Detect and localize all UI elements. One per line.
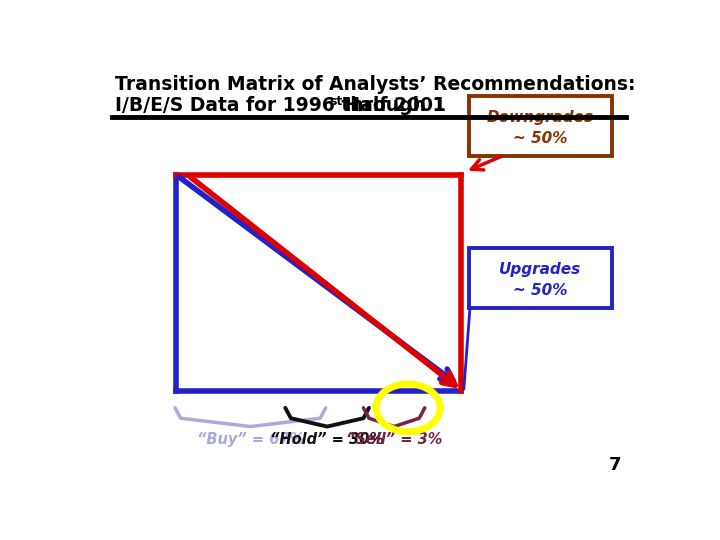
Text: I/B/E/S Data for 1996 through 1: I/B/E/S Data for 1996 through 1 xyxy=(115,96,446,115)
Text: ~ 50%: ~ 50% xyxy=(513,283,568,298)
FancyBboxPatch shape xyxy=(469,248,612,308)
Text: “Buy” = 67%: “Buy” = 67% xyxy=(197,431,304,447)
Text: “Hold” = 30%: “Hold” = 30% xyxy=(270,431,384,447)
Text: Half 2001: Half 2001 xyxy=(338,96,446,115)
Text: Upgrades: Upgrades xyxy=(500,262,582,277)
Text: st: st xyxy=(329,94,343,108)
Text: Transition Matrix of Analysts’ Recommendations:: Transition Matrix of Analysts’ Recommend… xyxy=(115,75,636,94)
Text: 7: 7 xyxy=(608,456,621,474)
Text: “Sell” = 3%: “Sell” = 3% xyxy=(346,431,442,447)
Text: ~ 50%: ~ 50% xyxy=(513,131,568,146)
Text: Downgrades: Downgrades xyxy=(487,110,594,125)
FancyBboxPatch shape xyxy=(469,96,612,156)
